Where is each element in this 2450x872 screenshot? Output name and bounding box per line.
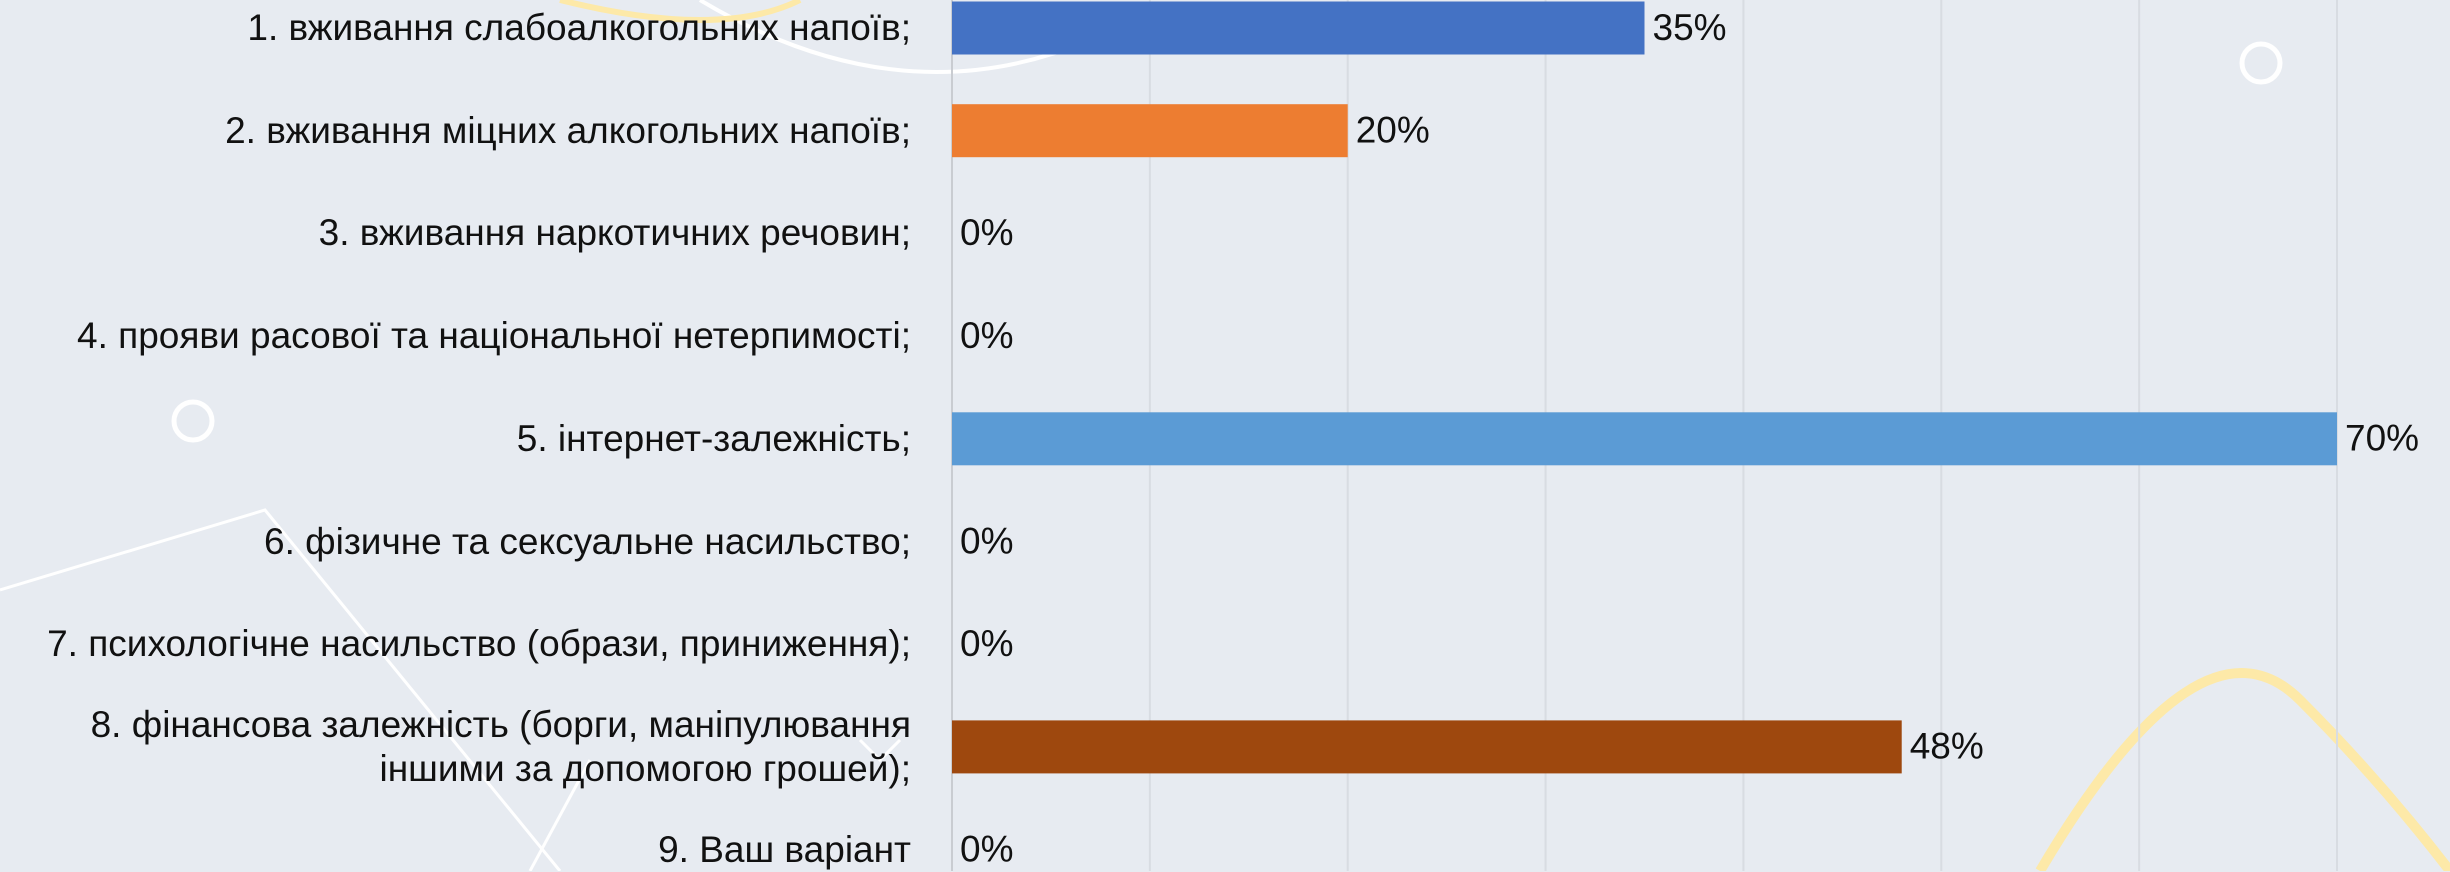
category-label: 6. фізичне та сексуальне насильство; (264, 520, 911, 562)
bar (952, 1, 1645, 55)
bar (952, 412, 2337, 466)
bar (952, 104, 1348, 158)
value-label: 0% (960, 212, 1013, 253)
category-label: 1. вживання слабоалкогольних напоїв; (247, 7, 911, 48)
value-label: 0% (960, 315, 1013, 356)
category-label: 7. психологічне насильство (образи, прин… (47, 623, 911, 665)
value-label: 0% (960, 828, 1013, 869)
category-label: 3. вживання наркотичних речовин; (318, 212, 911, 254)
category-label: 8. фінансова залежність (борги, маніпулю… (90, 703, 911, 789)
value-label: 35% (1653, 7, 1727, 48)
value-label: 70% (2345, 418, 2419, 459)
value-label: 0% (960, 520, 1013, 561)
value-label: 0% (960, 623, 1013, 664)
bar (952, 720, 1902, 774)
category-label: 5. інтернет-залежність; (516, 417, 911, 459)
value-label: 20% (1356, 109, 1430, 150)
category-label: 4. прояви расової та національної нетерп… (77, 315, 911, 357)
value-label: 48% (1910, 726, 1984, 767)
category-label: 2. вживання міцних алкогольних напоїв; (225, 109, 911, 151)
category-label: 9. Ваш варіант (658, 828, 911, 870)
